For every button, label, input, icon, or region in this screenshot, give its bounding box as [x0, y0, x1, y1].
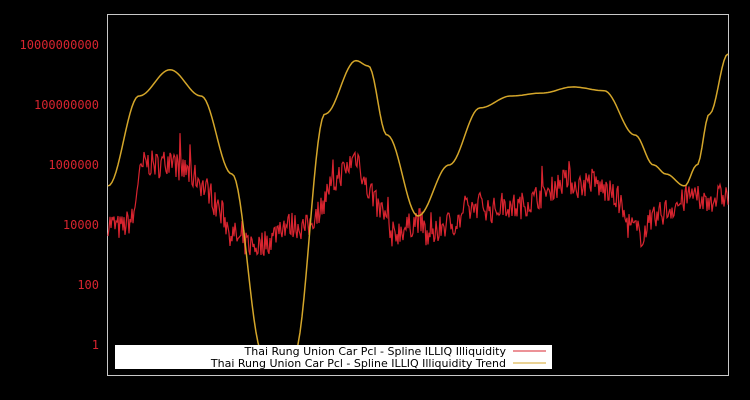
y-tick-label: 1000000	[48, 158, 99, 172]
y-axis-ticks: 10000000000 100000000 1000000 10000 100 1	[20, 38, 99, 352]
trend-line	[107, 53, 729, 355]
y-tick-label: 10000000000	[20, 38, 99, 52]
legend-label-trend: Thai Rung Union Car Pcl - Spline ILLIQ I…	[210, 357, 506, 370]
y-tick-label: 100	[77, 278, 99, 292]
y-tick-label: 10000	[63, 218, 99, 232]
y-tick-label: 100000000	[34, 98, 99, 112]
plot-series	[107, 53, 729, 355]
plot-frame	[107, 14, 729, 376]
legend: Thai Rung Union Car Pcl - Spline ILLIQ I…	[115, 345, 552, 370]
legend-label-illiq: Thai Rung Union Car Pcl - Spline ILLIQ I…	[244, 345, 507, 358]
y-tick-label: 1	[92, 338, 99, 352]
illiq-line	[107, 133, 729, 256]
